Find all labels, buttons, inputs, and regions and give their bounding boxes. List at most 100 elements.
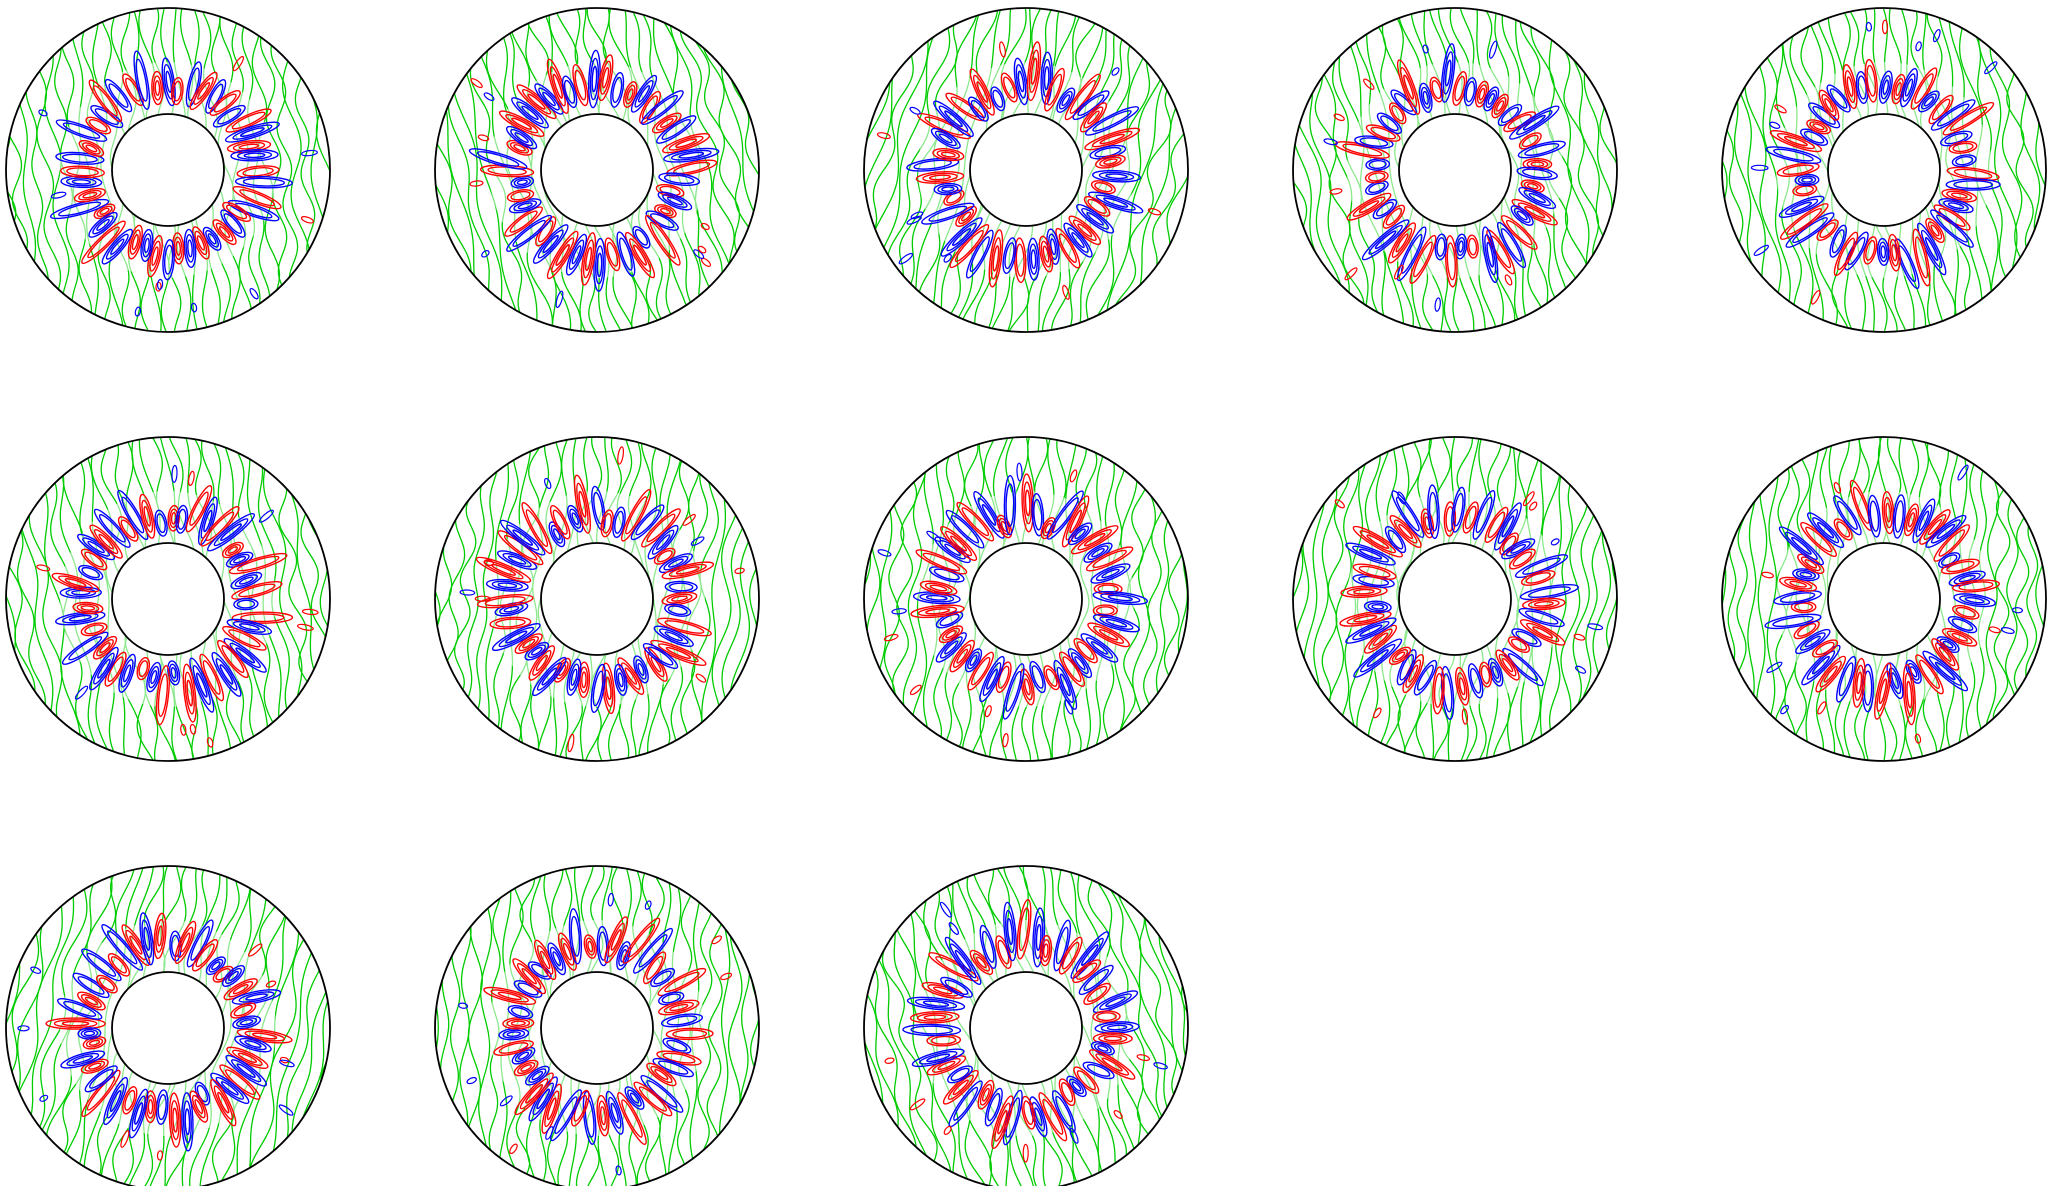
background-contour-line — [864, 8, 891, 332]
negative-vortex-contour — [1375, 201, 1394, 217]
scattered-contour — [1761, 571, 1775, 579]
scattered-contour — [909, 1098, 926, 1111]
scattered-contour — [1016, 462, 1023, 482]
positive-vortex-contour — [1493, 96, 1507, 116]
positive-vortex-contour — [194, 230, 208, 256]
negative-vortex-contour — [512, 219, 546, 247]
negative-vortex-contour — [940, 976, 973, 998]
positive-vortex-contour — [189, 491, 209, 526]
negative-vortex-contour — [667, 605, 688, 616]
positive-vortex-contour — [1500, 215, 1538, 250]
positive-vortex-contour — [624, 667, 638, 685]
positive-vortex-contour — [170, 1100, 180, 1141]
scattered-contour — [477, 134, 490, 142]
negative-vortex-contour — [1453, 492, 1464, 527]
negative-vortex-contour — [120, 658, 134, 688]
positive-vortex-contour — [155, 665, 170, 726]
negative-vortex-contour — [121, 496, 145, 534]
positive-vortex-contour — [242, 167, 274, 177]
outer-boundary — [1721, 7, 2047, 333]
scattered-contour — [1932, 28, 1941, 43]
negative-vortex-contour — [185, 234, 195, 263]
scattered-contour — [1372, 707, 1382, 719]
positive-vortex-contour — [1507, 636, 1531, 653]
negative-vortex-contour — [1958, 574, 1976, 583]
positive-vortex-contour — [1456, 672, 1468, 701]
positive-vortex-contour — [1045, 668, 1058, 687]
background-contour-line — [1764, 437, 1779, 761]
negative-vortex-contour — [1027, 237, 1040, 281]
negative-vortex-contour — [1801, 644, 1841, 686]
negative-vortex-contour — [660, 1013, 704, 1028]
positive-vortex-contour — [1919, 659, 1940, 689]
positive-vortex-contour — [1342, 143, 1383, 157]
negative-vortex-contour — [207, 513, 255, 552]
negative-vortex-contour — [236, 599, 256, 609]
negative-vortex-contour — [1084, 106, 1140, 136]
negative-vortex-contour — [650, 967, 676, 988]
positive-vortex-contour — [664, 971, 700, 993]
negative-vortex-contour — [1420, 86, 1431, 109]
positive-vortex-contour — [121, 924, 151, 966]
negative-vortex-contour — [514, 132, 529, 144]
negative-vortex-contour — [131, 1095, 146, 1132]
positive-vortex-contour — [60, 165, 105, 179]
annulus-panel — [5, 7, 331, 333]
scattered-contour — [120, 1130, 130, 1148]
inner-boundary — [1827, 542, 1941, 656]
negative-vortex-contour — [536, 1088, 551, 1110]
positive-vortex-contour — [945, 530, 973, 557]
negative-vortex-contour — [1353, 638, 1403, 678]
negative-vortex-contour — [233, 555, 247, 564]
positive-vortex-contour — [662, 133, 711, 154]
negative-vortex-contour — [591, 485, 606, 531]
negative-vortex-contour — [88, 211, 118, 238]
scattered-contour — [644, 900, 652, 910]
background-contour-line — [6, 866, 35, 1186]
negative-vortex-contour — [1953, 180, 1994, 190]
positive-vortex-contour — [1039, 934, 1053, 967]
positive-vortex-contour — [1389, 515, 1422, 548]
background-contour-line — [766, 856, 783, 1186]
scattered-contour — [155, 281, 162, 292]
positive-vortex-contour — [85, 144, 98, 153]
positive-vortex-contour — [1023, 678, 1031, 696]
negative-vortex-contour — [666, 1039, 688, 1052]
positive-vortex-contour — [1038, 1092, 1068, 1142]
negative-vortex-contour — [1936, 103, 1970, 127]
negative-vortex-contour — [236, 1017, 258, 1028]
annulus-panel — [863, 7, 1189, 333]
positive-vortex-contour — [171, 232, 185, 265]
negative-vortex-contour — [906, 996, 966, 1011]
positive-vortex-contour — [239, 189, 275, 207]
positive-vortex-contour — [1491, 93, 1509, 119]
positive-vortex-contour — [1446, 242, 1456, 281]
background-contour-line — [1293, 8, 1344, 332]
positive-vortex-contour — [1366, 534, 1390, 549]
negative-vortex-contour — [1923, 96, 1934, 107]
positive-vortex-contour — [1496, 100, 1505, 112]
negative-vortex-contour — [78, 564, 104, 581]
negative-vortex-contour — [536, 662, 562, 691]
negative-vortex-contour — [1791, 201, 1813, 212]
scattered-contour — [1753, 244, 1769, 257]
positive-vortex-contour — [84, 996, 99, 1006]
positive-vortex-contour — [1907, 512, 1916, 528]
positive-vortex-contour — [88, 1039, 101, 1046]
background-contour-line — [683, 437, 727, 761]
negative-vortex-contour — [1368, 159, 1387, 170]
positive-vortex-contour — [1058, 651, 1086, 687]
positive-vortex-contour — [120, 519, 136, 539]
positive-vortex-contour — [1352, 563, 1397, 580]
positive-vortex-contour — [1026, 41, 1042, 102]
negative-vortex-contour — [1944, 132, 1969, 145]
negative-vortex-contour — [238, 991, 275, 1003]
negative-vortex-contour — [1080, 944, 1099, 966]
positive-vortex-contour — [73, 187, 106, 203]
negative-vortex-contour — [1380, 115, 1399, 132]
negative-vortex-contour — [1067, 227, 1089, 253]
annulus-panel — [434, 436, 760, 762]
scattered-contour — [939, 901, 952, 918]
negative-vortex-contour — [82, 537, 111, 557]
positive-vortex-contour — [972, 953, 991, 972]
